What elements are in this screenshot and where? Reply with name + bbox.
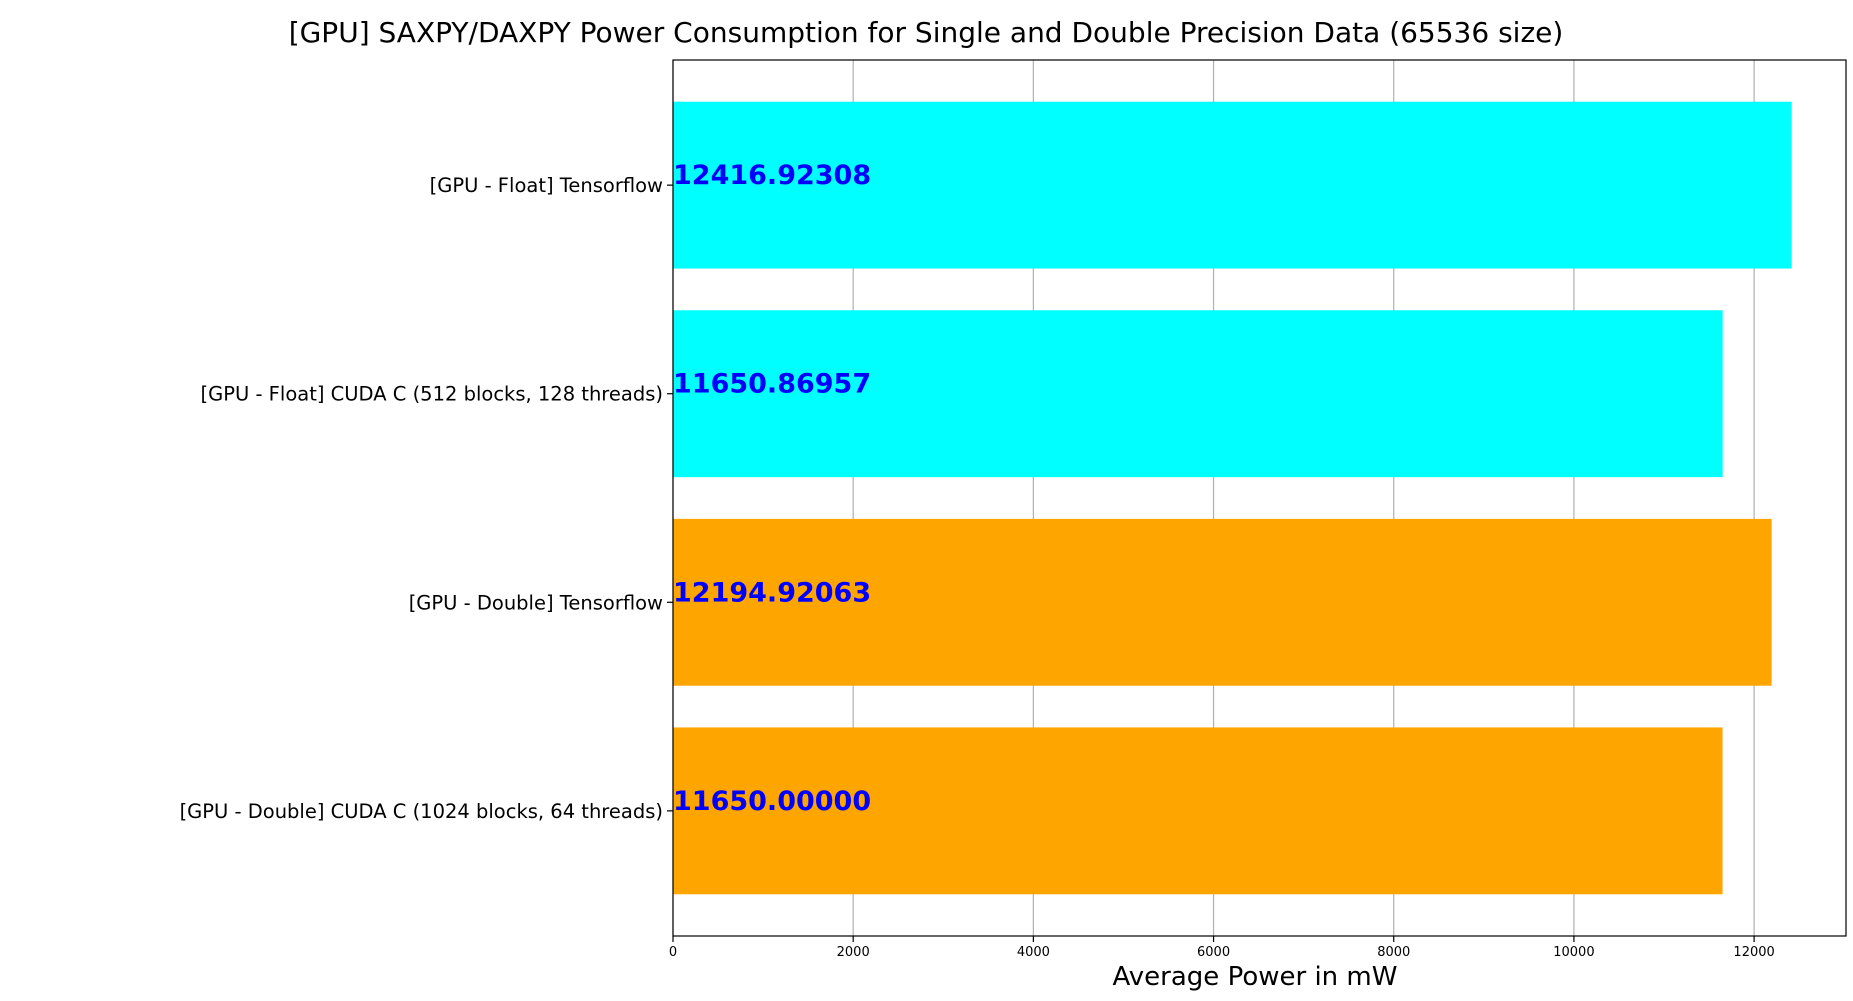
data-label: 12194.92063 (673, 577, 871, 608)
data-label: 11650.00000 (673, 786, 871, 817)
plot-area-frame (672, 59, 1847, 937)
x-tick-label: 8000 (1377, 945, 1410, 960)
data-labels: 12416.92308 11650.86957 12194.92063 11650.0… (673, 160, 871, 817)
x-tick-label: 6000 (1197, 945, 1230, 960)
x-tick-label: 2000 (837, 945, 870, 960)
bar (673, 727, 1723, 895)
x-tick-label: 10000 (1553, 945, 1594, 960)
y-tick-label: [GPU - Double] CUDA C (1024 blocks, 64 t… (180, 800, 663, 823)
y-tick-label: [GPU - Float] Tensorflow (430, 174, 663, 197)
bars (673, 101, 1792, 895)
chart-title: [GPU] SAXPY/DAXPY Power Consumption for … (289, 16, 1564, 49)
x-axis-label: Average Power in mW (1113, 962, 1398, 992)
data-label: 11650.86957 (673, 369, 871, 400)
bar (673, 310, 1723, 478)
x-axis-ticks: 0 2000 4000 6000 8000 10000 12000 (669, 936, 1775, 960)
x-tick-label: 4000 (1017, 945, 1050, 960)
x-tick-label: 0 (669, 945, 677, 960)
bar (673, 518, 1772, 686)
x-tick-label: 12000 (1733, 945, 1774, 960)
bar (673, 101, 1792, 269)
y-tick-label: [GPU - Double] Tensorflow (409, 591, 663, 614)
y-tick-label: [GPU - Float] CUDA C (512 blocks, 128 th… (201, 383, 664, 406)
data-label: 12416.92308 (673, 160, 871, 191)
y-axis-ticks: [GPU - Float] Tensorflow [GPU - Float] CU… (180, 174, 673, 823)
